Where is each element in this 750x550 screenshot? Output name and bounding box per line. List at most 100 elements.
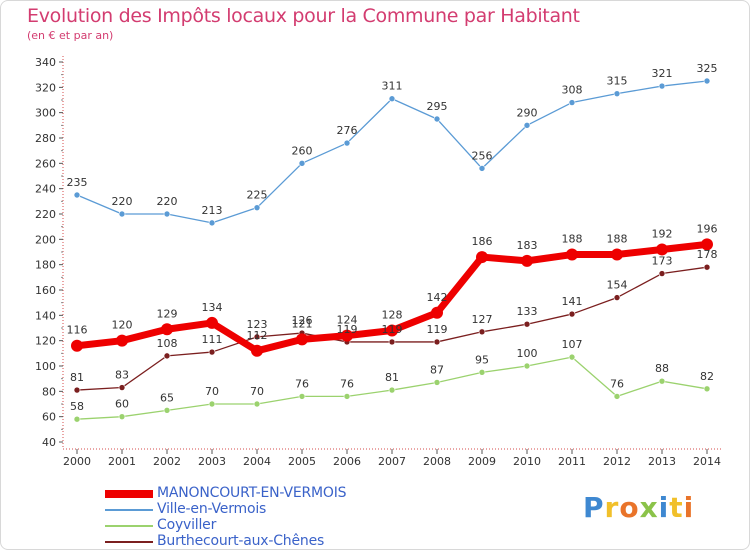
x-tick-label: 2012 xyxy=(603,455,631,468)
logo-letter: P xyxy=(583,491,605,524)
data-point xyxy=(568,310,576,318)
logo-letter: o xyxy=(619,491,640,524)
data-point xyxy=(478,328,486,336)
data-point xyxy=(388,386,396,394)
y-tick-label: 260 xyxy=(35,157,56,170)
x-tick-label: 2000 xyxy=(63,455,91,468)
data-point xyxy=(163,210,171,218)
data-point xyxy=(476,251,488,264)
y-tick-label: 180 xyxy=(35,259,56,272)
y-tick-label: 280 xyxy=(35,132,56,145)
data-point xyxy=(703,263,711,271)
data-point xyxy=(118,384,126,391)
data-point xyxy=(658,82,666,90)
data-point xyxy=(658,270,666,277)
data-label: 220 xyxy=(157,195,178,208)
y-tick-label: 320 xyxy=(35,81,56,94)
x-tick-label: 2003 xyxy=(198,455,226,468)
data-label: 196 xyxy=(697,222,718,235)
data-label: 76 xyxy=(340,377,354,390)
data-point xyxy=(613,294,621,301)
data-label: 119 xyxy=(427,323,448,336)
data-point xyxy=(568,353,576,361)
data-label: 108 xyxy=(157,337,178,350)
data-point xyxy=(521,254,533,267)
data-label: 88 xyxy=(655,362,669,375)
chart-title: Evolution des Impôts locaux pour la Comm… xyxy=(27,5,580,27)
y-tick-label: 340 xyxy=(35,56,56,69)
data-point xyxy=(341,329,353,342)
data-point xyxy=(613,393,621,400)
data-point xyxy=(703,77,711,85)
data-label: 142 xyxy=(427,291,448,304)
legend-swatch xyxy=(105,541,153,543)
data-point xyxy=(71,339,83,352)
data-label: 188 xyxy=(607,233,628,246)
data-label: 124 xyxy=(337,314,358,327)
logo-letter: t xyxy=(669,491,684,524)
data-label: 81 xyxy=(70,371,84,384)
data-label: 70 xyxy=(250,385,264,398)
legend-label: Burthecourt-aux-Chênes xyxy=(157,533,325,549)
data-point xyxy=(73,415,81,423)
data-point xyxy=(568,99,576,106)
data-label: 81 xyxy=(385,371,399,384)
data-label: 58 xyxy=(70,400,84,413)
data-label: 173 xyxy=(652,255,673,268)
x-tick-label: 2009 xyxy=(468,455,496,468)
y-tick-label: 120 xyxy=(35,335,56,348)
data-label: 116 xyxy=(67,324,88,337)
data-label: 107 xyxy=(562,338,583,351)
data-label: 133 xyxy=(517,305,538,318)
data-point xyxy=(433,379,441,386)
data-label: 154 xyxy=(607,279,628,292)
data-point xyxy=(613,90,621,97)
data-label: 325 xyxy=(697,62,718,75)
data-point xyxy=(161,323,173,336)
data-point xyxy=(206,316,218,329)
data-point xyxy=(656,243,668,256)
data-label: 112 xyxy=(247,329,268,342)
x-tick-label: 2014 xyxy=(693,455,721,468)
data-point xyxy=(523,122,531,129)
x-tick-label: 2002 xyxy=(153,455,181,468)
data-point xyxy=(431,306,443,319)
logo-letter: i xyxy=(658,491,670,524)
data-point xyxy=(73,386,81,394)
data-label: 225 xyxy=(247,189,268,202)
data-label: 70 xyxy=(205,385,219,398)
data-point xyxy=(343,139,351,147)
data-point xyxy=(298,160,306,167)
logo-letter: r xyxy=(604,491,620,524)
data-point xyxy=(208,400,216,408)
data-label: 235 xyxy=(67,176,88,189)
data-point xyxy=(703,385,711,393)
data-point xyxy=(386,324,398,337)
y-tick-label: 80 xyxy=(42,385,56,398)
x-tick-label: 2013 xyxy=(648,455,676,468)
x-tick-label: 2011 xyxy=(558,455,586,468)
y-tick-label: 40 xyxy=(42,436,56,449)
data-point xyxy=(116,334,128,347)
data-point xyxy=(208,219,216,227)
data-label: 290 xyxy=(517,106,538,119)
data-label: 76 xyxy=(295,377,309,390)
data-point xyxy=(253,204,261,211)
data-label: 256 xyxy=(472,149,493,162)
data-point xyxy=(118,210,126,218)
x-tick-label: 2008 xyxy=(423,455,451,468)
data-label: 82 xyxy=(700,370,714,383)
y-tick-label: 200 xyxy=(35,233,56,246)
data-label: 119 xyxy=(337,323,358,336)
x-tick-label: 2006 xyxy=(333,455,361,468)
y-tick-label: 100 xyxy=(35,360,56,373)
data-label: 100 xyxy=(517,347,538,360)
data-point xyxy=(523,362,531,370)
data-label: 311 xyxy=(382,80,403,93)
data-point xyxy=(658,377,666,385)
proxiti-logo: Proxiti xyxy=(583,491,694,524)
data-point xyxy=(478,369,486,376)
data-point xyxy=(388,95,396,103)
